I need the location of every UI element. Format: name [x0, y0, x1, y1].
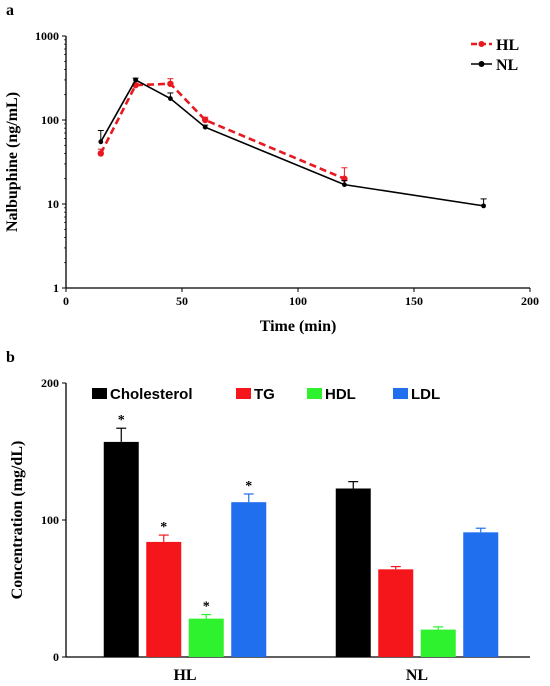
- legend-marker: [478, 61, 485, 67]
- y-tick-label: 0: [53, 650, 59, 664]
- bar-ldl: [463, 532, 499, 657]
- panel-a-series: [97, 77, 487, 209]
- significance-marker: *: [160, 520, 167, 535]
- data-point: [168, 96, 173, 101]
- panel-a-x-ticks: 0 50 100 150 200: [63, 288, 539, 308]
- legend-label: TG: [254, 386, 275, 403]
- panel-a-x-label: Time (min): [260, 318, 337, 335]
- x-tick-label: 50: [176, 294, 188, 308]
- x-tick-label: 100: [289, 294, 307, 308]
- legend-swatch: [307, 388, 322, 399]
- panel-b-y-ticks: 0 100 200: [41, 376, 66, 664]
- bar-tg: [146, 541, 182, 657]
- panel-a-label: a: [6, 2, 14, 19]
- bar-cholesterol: [335, 488, 371, 657]
- panel-a-chart: 0 50 100 150 200 1 10 100 1000 Time (min) Nalbu…: [4, 29, 539, 335]
- data-point: [97, 150, 105, 157]
- y-tick-label: 1: [53, 281, 59, 295]
- y-tick-label: 1000: [35, 29, 59, 43]
- panel-b-categories: HL NL: [173, 667, 428, 684]
- legend-label: NL: [496, 57, 518, 74]
- data-point: [342, 182, 347, 188]
- y-tick-label: 100: [41, 513, 59, 527]
- panel-a-y-ticks: 1 10 100 1000: [35, 29, 66, 295]
- legend-label: Cholesterol: [110, 386, 193, 403]
- significance-marker: *: [245, 479, 252, 494]
- panel-a-y-label: Nalbuphine (ng/mL): [4, 92, 21, 232]
- series-hl: [97, 78, 348, 182]
- panel-b-bars: * * * *: [103, 413, 499, 657]
- data-point: [98, 139, 104, 145]
- y-tick-label: 10: [47, 197, 59, 211]
- y-tick-label: 100: [41, 113, 59, 127]
- legend-swatch: [92, 388, 107, 399]
- panel-a-legend: HL NL: [471, 37, 519, 74]
- legend-label: LDL: [411, 386, 440, 403]
- x-tick-label: 150: [405, 294, 423, 308]
- bar-cholesterol: [103, 441, 139, 657]
- legend-marker: [478, 41, 485, 47]
- legend-swatch: [393, 388, 408, 399]
- panel-b-y-label: Concentration (mg/dL): [9, 441, 26, 600]
- series-line: [100, 78, 484, 207]
- legend-swatch: [236, 388, 251, 399]
- data-point: [481, 203, 486, 209]
- category-label: NL: [406, 667, 428, 684]
- bar-tg: [378, 569, 414, 657]
- data-point: [167, 80, 174, 87]
- significance-marker: *: [203, 600, 210, 615]
- legend-label: HDL: [325, 386, 356, 403]
- x-tick-label: 0: [63, 294, 69, 308]
- bar-hdl: [188, 618, 224, 657]
- panel-b-label: b: [6, 349, 15, 366]
- bar-hdl: [420, 629, 456, 657]
- y-tick-label: 200: [41, 376, 59, 390]
- data-point: [202, 124, 208, 130]
- x-tick-label: 200: [521, 294, 539, 308]
- panel-b-legend: Cholesterol TG HDL LDL: [92, 386, 440, 403]
- significance-marker: *: [118, 413, 125, 428]
- bar-ldl: [231, 502, 267, 657]
- data-point: [202, 116, 209, 124]
- legend-label: HL: [496, 37, 519, 54]
- series-line: [99, 82, 345, 180]
- category-label: HL: [173, 667, 196, 684]
- series-nl: [97, 77, 487, 209]
- data-point: [133, 77, 139, 83]
